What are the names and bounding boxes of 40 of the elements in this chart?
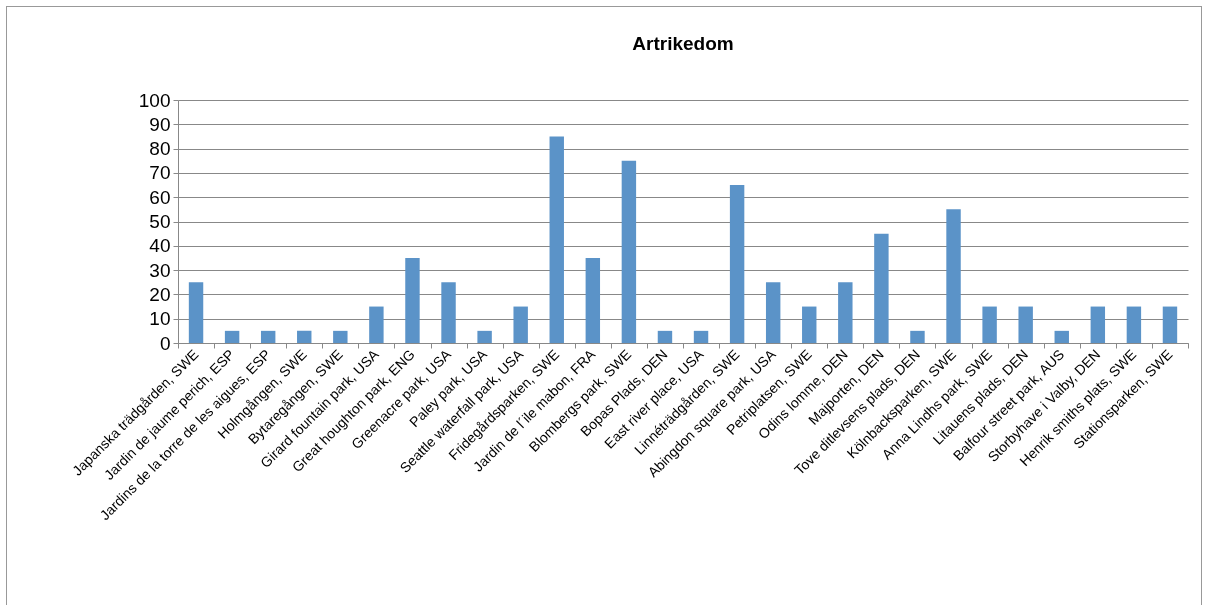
bar	[910, 330, 925, 343]
bar	[513, 306, 528, 343]
y-tick-label: 30	[149, 259, 171, 281]
bar	[874, 233, 889, 343]
y-tick-label: 0	[159, 332, 171, 354]
y-tick-label: 70	[149, 162, 171, 184]
bar	[1018, 306, 1033, 343]
bar	[1162, 306, 1178, 343]
bar	[224, 330, 240, 343]
bar	[297, 330, 312, 343]
bar	[585, 257, 601, 343]
bar	[1126, 306, 1142, 343]
bar	[441, 282, 456, 343]
bar	[333, 330, 348, 343]
bar	[765, 282, 781, 343]
y-tick-label: 20	[149, 283, 171, 305]
y-tick-label: 100	[138, 89, 171, 111]
bar	[802, 306, 817, 343]
bar	[838, 282, 853, 343]
bar	[1090, 306, 1106, 343]
bar	[1054, 330, 1069, 343]
bar	[693, 330, 709, 343]
bar	[369, 306, 384, 343]
y-tick-label: 90	[149, 113, 171, 135]
bar	[621, 160, 637, 343]
bar	[946, 209, 961, 343]
chart-title: Artrikedom	[632, 33, 734, 54]
bar	[477, 330, 492, 343]
bar	[729, 185, 745, 343]
y-tick-label: 60	[149, 186, 171, 208]
bar	[657, 330, 673, 343]
bar	[188, 282, 204, 343]
bar	[549, 136, 564, 343]
bar	[982, 306, 997, 343]
bar	[405, 257, 420, 343]
y-tick-label: 10	[149, 308, 171, 330]
y-tick-label: 50	[149, 211, 171, 232]
y-tick-label: 80	[149, 138, 171, 160]
bar	[260, 330, 276, 343]
y-tick-label: 40	[149, 235, 171, 257]
